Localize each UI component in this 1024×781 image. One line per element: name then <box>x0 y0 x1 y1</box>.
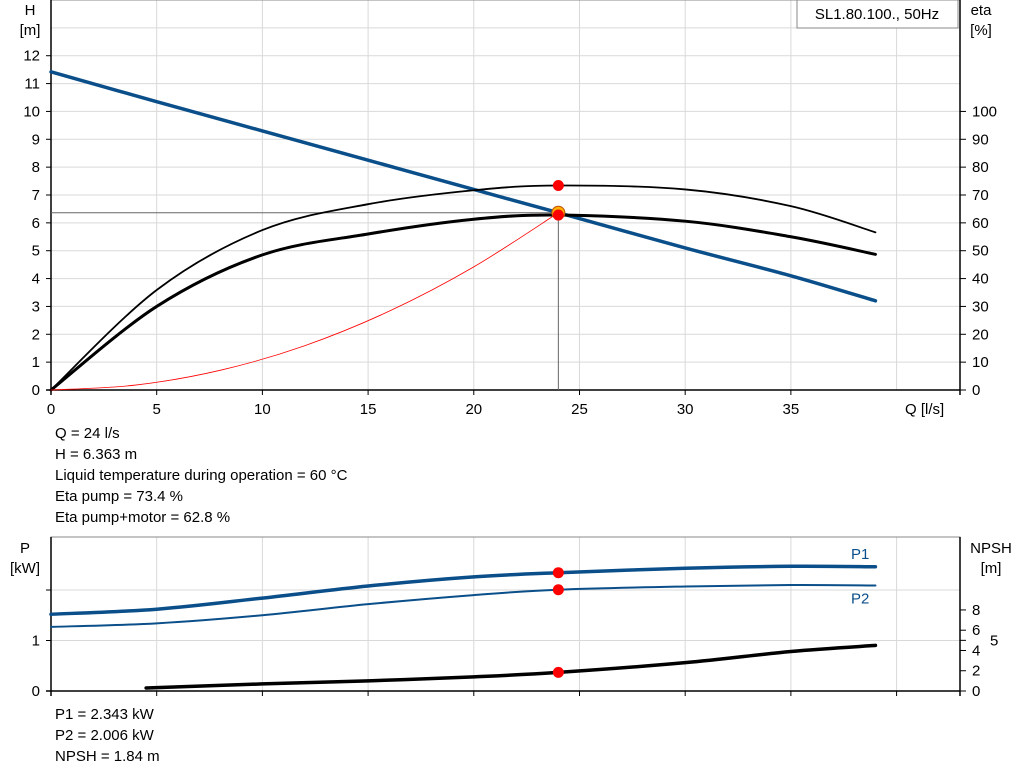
right-tick-label: 100 <box>972 103 997 120</box>
right-tick-label: 70 <box>972 187 989 204</box>
duty-point-eta-pump-motor <box>552 209 564 221</box>
info-flow: Q = 24 l/s <box>55 425 120 442</box>
info-eta-pump-motor: Eta pump+motor = 62.8 % <box>55 509 231 526</box>
eta-pump-motor-curve <box>49 213 877 392</box>
right-tick-label: 4 <box>972 642 980 659</box>
info-head: H = 6.363 m <box>55 446 138 463</box>
right-tick-label: 2 <box>972 663 980 680</box>
p2-curve <box>50 583 877 628</box>
right-tick-label: 80 <box>972 159 989 176</box>
right-tick-label: 30 <box>972 298 989 315</box>
series-label-p1: P1 <box>851 546 869 563</box>
left-tick-label: 8 <box>32 159 40 176</box>
p1-curve <box>49 564 878 617</box>
duty-point-eta-pump <box>552 180 564 192</box>
left-tick-label: 0 <box>32 683 40 700</box>
right-tick-label: 40 <box>972 271 989 288</box>
pump-qh-curve <box>49 70 878 303</box>
plot-frame <box>50 536 961 692</box>
left-tick-label: 1 <box>32 354 40 371</box>
right-tick-label: 8 <box>972 602 980 619</box>
left-axis-label: [kW] <box>10 560 40 577</box>
x-axis-label: Q [l/s] <box>905 401 944 418</box>
left-tick-label: 6 <box>32 215 40 232</box>
left-axis-label: P <box>20 540 30 557</box>
info-eta-pump: Eta pump = 73.4 % <box>55 488 183 505</box>
left-tick-label: 3 <box>32 298 40 315</box>
left-tick-label: 10 <box>23 103 40 120</box>
right-tick-label: 0 <box>972 683 980 700</box>
right-tick-label: 5 <box>990 632 998 649</box>
x-tick-label: 25 <box>571 401 588 418</box>
duty-info-bottom: P1 = 2.343 kW P2 = 2.006 kW NPSH = 1.84 … <box>55 704 160 767</box>
right-tick-label: 0 <box>972 382 980 399</box>
eta-pump-curve <box>50 184 877 391</box>
x-tick-label: 0 <box>47 401 55 418</box>
info-p2: P2 = 2.006 kW <box>55 727 154 744</box>
left-axis-label: H <box>25 2 36 19</box>
right-axis-label: [%] <box>970 22 992 39</box>
left-tick-label: 5 <box>32 243 40 260</box>
duty-point-p1 <box>552 567 564 579</box>
duty-point-npsh <box>552 666 564 678</box>
right-axis-label: NPSH <box>970 540 1012 557</box>
left-tick-label: 11 <box>24 76 40 93</box>
x-tick-label: 35 <box>783 401 800 418</box>
duty-info-top: Q = 24 l/s H = 6.363 m Liquid temperatur… <box>55 423 347 528</box>
system-curve <box>50 212 559 391</box>
npsh-curve <box>144 643 878 690</box>
legend-box <box>796 0 959 29</box>
right-tick-label: 90 <box>972 131 989 148</box>
left-tick-label: 0 <box>32 382 40 399</box>
info-liquid-temp: Liquid temperature during operation = 60… <box>55 467 348 484</box>
right-tick-label: 20 <box>972 326 989 343</box>
right-tick-label: 6 <box>972 622 980 639</box>
x-tick-label: 20 <box>465 401 482 418</box>
left-tick-label: 9 <box>32 131 40 148</box>
info-npsh: NPSH = 1.84 m <box>55 748 160 765</box>
right-tick-label: 60 <box>972 215 989 232</box>
legend-text: SL1.80.100., 50Hz <box>815 6 939 23</box>
duty-point-p2 <box>552 584 564 596</box>
x-tick-label: 5 <box>153 401 161 418</box>
left-tick-label: 4 <box>32 271 40 288</box>
right-tick-label: 10 <box>972 354 989 371</box>
right-axis-label: eta <box>971 2 993 19</box>
info-p1: P1 = 2.343 kW <box>55 706 154 723</box>
x-tick-label: 15 <box>360 401 377 418</box>
series-label-p2: P2 <box>851 590 869 607</box>
right-tick-label: 50 <box>972 243 989 260</box>
right-axis-label: [m] <box>981 560 1002 577</box>
left-tick-label: 12 <box>23 48 40 65</box>
left-tick-label: 1 <box>32 633 40 650</box>
left-tick-label: 7 <box>32 187 40 204</box>
left-tick-label: 2 <box>32 326 40 343</box>
left-axis-label: [m] <box>20 22 41 39</box>
x-tick-label: 10 <box>254 401 271 418</box>
x-tick-label: 30 <box>677 401 694 418</box>
